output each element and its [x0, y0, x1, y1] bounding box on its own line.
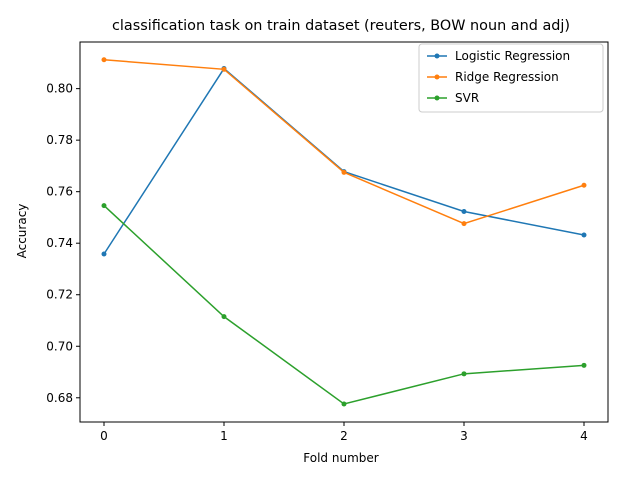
- series-point-1: [581, 182, 587, 188]
- x-tick-label: 2: [340, 429, 348, 443]
- y-tick-label: 0.76: [46, 185, 73, 199]
- series-point-2: [341, 401, 347, 407]
- chart-title: classification task on train dataset (re…: [112, 18, 570, 34]
- x-axis-label: Fold number: [303, 451, 378, 465]
- y-tick-label: 0.68: [46, 391, 73, 405]
- y-tick-label: 0.72: [46, 288, 73, 302]
- series-point-1: [221, 66, 227, 72]
- series-point-0: [461, 209, 467, 215]
- series-point-2: [581, 362, 587, 368]
- legend: Logistic Regression Ridge Regression SVR: [418, 43, 604, 113]
- y-tick-label: 0.74: [46, 236, 73, 250]
- legend-marker-0: [434, 53, 440, 59]
- series-point-1: [101, 57, 107, 63]
- legend-marker-1: [434, 74, 440, 80]
- series-point-2: [101, 203, 107, 209]
- y-tick-label: 0.70: [46, 339, 73, 353]
- x-tick-label: 0: [100, 429, 108, 443]
- series-point-1: [341, 169, 347, 175]
- x-tick-label: 4: [580, 429, 588, 443]
- series-point-0: [101, 251, 107, 257]
- legend-label-0: Logistic Regression: [455, 49, 570, 63]
- x-tick-label: 1: [220, 429, 228, 443]
- series-point-2: [221, 314, 227, 320]
- series-line-2: [103, 205, 585, 405]
- legend-box: [418, 43, 604, 113]
- series-point-0: [581, 232, 587, 238]
- legend-label-1: Ridge Regression: [455, 70, 559, 84]
- y-tick-label: 0.80: [46, 82, 73, 96]
- series-point-1: [461, 221, 467, 227]
- series-point-2: [461, 371, 467, 377]
- legend-label-2: SVR: [455, 91, 479, 105]
- y-tick-label: 0.78: [46, 133, 73, 147]
- legend-marker-2: [434, 95, 440, 101]
- plot-area: 0 1 2 3 4 0.68 0.70 0.72 0.74 0.76 0.78 0.80 Logisti…: [46, 41, 609, 443]
- y-axis-label: Accuracy: [15, 204, 29, 259]
- x-tick-label: 3: [460, 429, 468, 443]
